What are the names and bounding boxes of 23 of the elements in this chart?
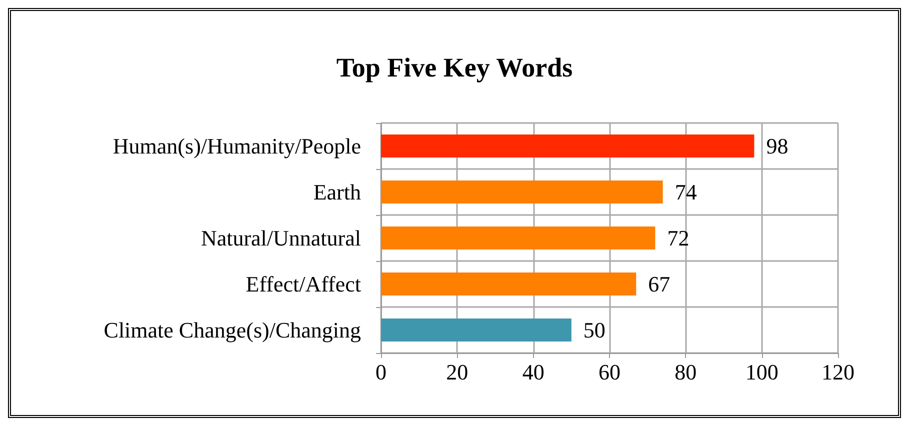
- bar: [381, 134, 754, 158]
- x-tick-label: 60: [598, 360, 620, 384]
- x-tick-label: 0: [376, 360, 386, 384]
- x-tick-label: 40: [522, 360, 544, 384]
- y-tick-label: Effect/Affect: [246, 272, 361, 296]
- data-label: 72: [667, 226, 690, 250]
- data-label: 67: [648, 272, 670, 296]
- x-tick-label: 120: [822, 360, 854, 384]
- y-tick-label: Earth: [313, 180, 361, 204]
- data-label: 98: [766, 134, 788, 158]
- y-tick-label: Human(s)/Humanity/People: [112, 134, 361, 158]
- y-tick-label: Natural/Unnatural: [200, 226, 361, 250]
- bar: [381, 180, 663, 204]
- data-label: 50: [583, 318, 606, 342]
- x-tick-label: 20: [446, 360, 468, 384]
- bar: [381, 318, 572, 342]
- x-tick-label: 80: [674, 360, 697, 384]
- bar: [381, 272, 636, 296]
- chart-title: Top Five Key Words: [336, 52, 573, 82]
- y-tick-label: Climate Change(s)/Changing: [104, 318, 361, 342]
- bar: [381, 226, 656, 250]
- x-tick-label: 100: [745, 360, 778, 384]
- data-label: 74: [674, 180, 697, 204]
